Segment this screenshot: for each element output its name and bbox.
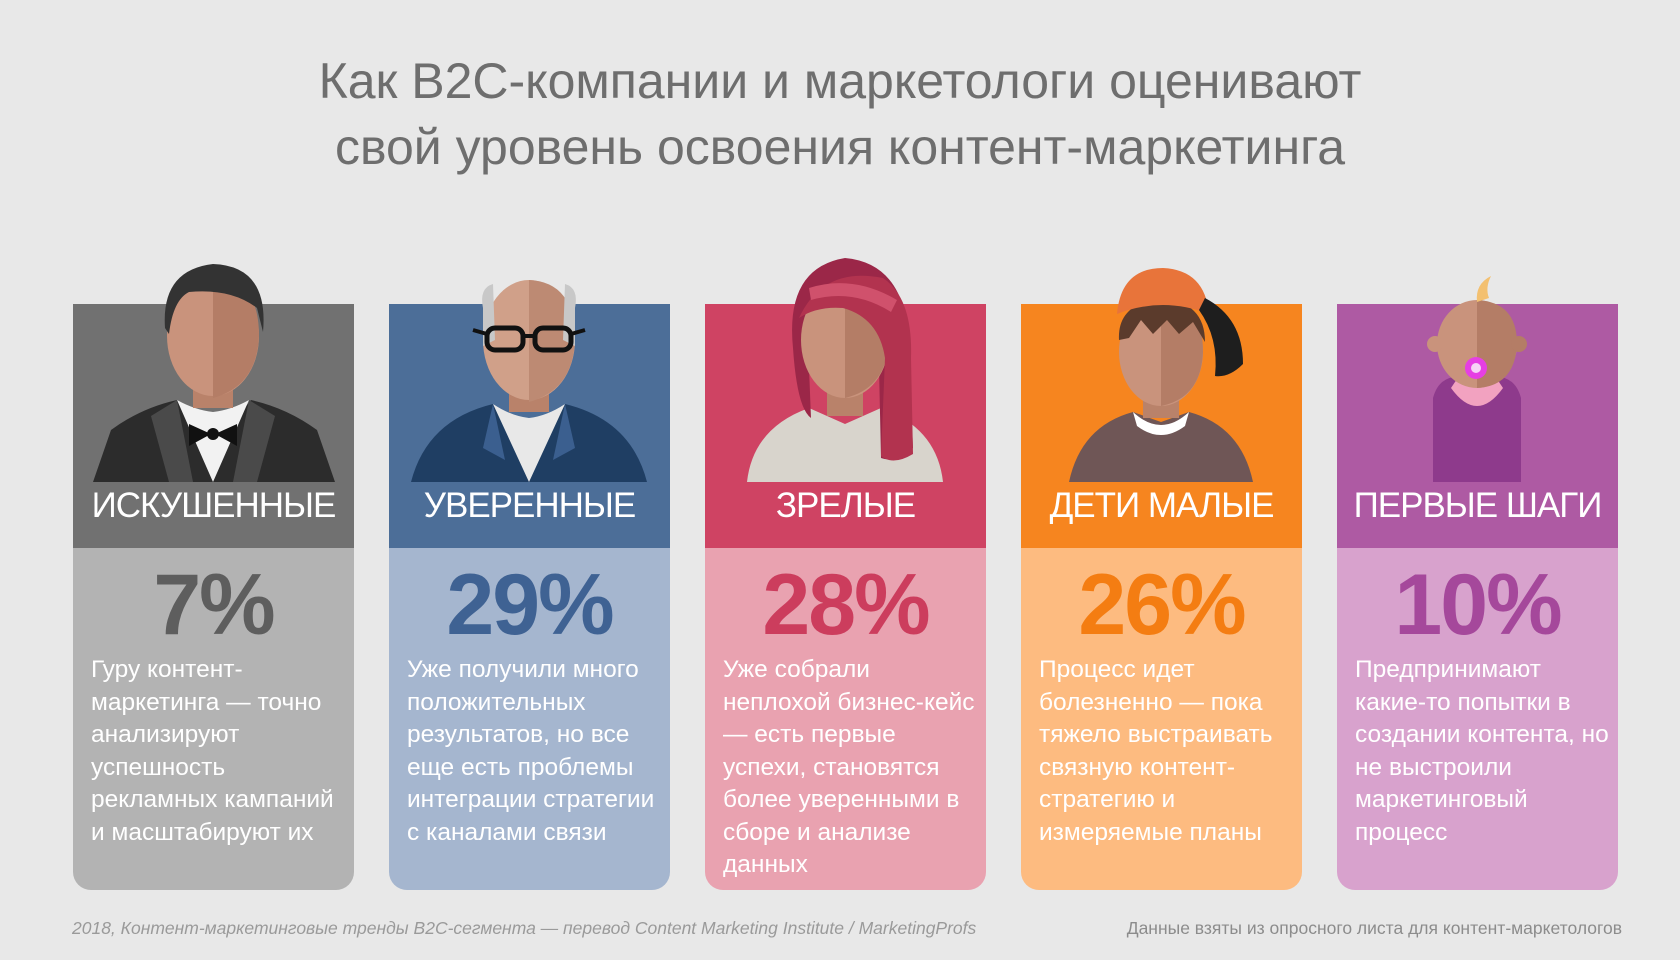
- segment-label: ЗРЕЛЫЕ: [775, 486, 916, 525]
- sophisticated-avatar-icon: [93, 264, 335, 482]
- mature-avatar-icon: [747, 258, 943, 482]
- title-line-1: Как B2C-компании и маркетологи оценивают: [318, 53, 1362, 109]
- segment-percent: 28%: [762, 557, 930, 653]
- segment-card-confident: УВЕРЕННЫЕ 29% Уже получили много положит…: [389, 280, 670, 890]
- segment-description: Уже получили много положительных результ…: [407, 656, 655, 846]
- segment-description: Гуру контент-маркетинга — точно анализир…: [91, 656, 334, 846]
- segment-label: ИСКУШЕННЫЕ: [91, 486, 337, 525]
- source-citation: 2018, Контент-маркетинговые тренды B2C-с…: [72, 918, 977, 938]
- card-body: [1337, 548, 1618, 890]
- segment-label: ПЕРВЫЕ ШАГИ: [1353, 486, 1603, 525]
- data-source-note: Данные взяты из опросного листа для конт…: [1126, 918, 1622, 938]
- title-line-2: свой уровень освоения контент-маркетинга: [334, 119, 1346, 175]
- young-avatar-icon: [1069, 268, 1253, 482]
- segment-card-young: ДЕТИ МАЛЫЕ 26% Процесс идет болезненно —…: [1021, 268, 1302, 890]
- segment-label: ДЕТИ МАЛЫЕ: [1049, 486, 1275, 525]
- segment-card-first-steps: ПЕРВЫЕ ШАГИ 10% Предпринимают какие-то п…: [1337, 276, 1618, 890]
- infographic-title: Как B2C-компании и маркетологи оценивают…: [0, 48, 1680, 180]
- segment-description: Уже собрали неплохой бизнес-кейс — есть …: [723, 656, 975, 878]
- segment-percent: 10%: [1394, 557, 1562, 653]
- card-body: [73, 548, 354, 890]
- segment-card-sophisticated: ИСКУШЕННЫЕ 7% Гуру контент-маркетинга — …: [73, 264, 354, 890]
- baby-avatar-icon: [1427, 276, 1527, 482]
- segment-card-mature: ЗРЕЛЫЕ 28% Уже собрали неплохой бизнес-к…: [705, 258, 986, 890]
- segment-percent: 7%: [153, 557, 275, 653]
- card-body: [705, 548, 986, 890]
- card-body: [389, 548, 670, 890]
- confident-avatar-icon: [411, 280, 647, 482]
- segment-label: УВЕРЕННЫЕ: [423, 486, 637, 525]
- segment-description: Процесс идет болезненно — пока тяжело вы…: [1039, 656, 1273, 846]
- segment-percent: 29%: [446, 557, 614, 653]
- card-body: [1021, 548, 1302, 890]
- segment-percent: 26%: [1078, 557, 1246, 653]
- segment-description: Предпринимают какие-то попытки в создани…: [1355, 656, 1609, 846]
